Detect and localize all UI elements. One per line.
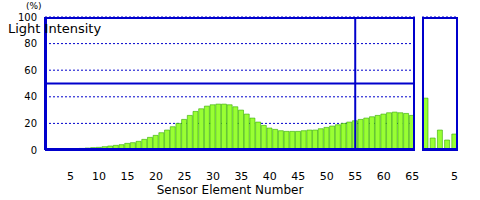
svg-text:10: 10 — [92, 170, 106, 183]
svg-text:40: 40 — [24, 91, 37, 102]
svg-text:5: 5 — [67, 170, 74, 183]
svg-text:30: 30 — [206, 170, 220, 183]
svg-text:40: 40 — [263, 170, 277, 183]
svg-text:50: 50 — [320, 170, 334, 183]
svg-text:20: 20 — [24, 118, 37, 129]
svg-text:45: 45 — [291, 170, 305, 183]
svg-text:Sensor Element Number: Sensor Element Number — [157, 183, 304, 197]
svg-text:35: 35 — [234, 170, 248, 183]
svg-text:15: 15 — [121, 170, 135, 183]
svg-text:20: 20 — [149, 170, 163, 183]
svg-text:100: 100 — [18, 12, 37, 23]
svg-text:60: 60 — [24, 65, 37, 76]
svg-text:55: 55 — [348, 170, 362, 183]
svg-text:65: 65 — [405, 170, 419, 183]
svg-text:5: 5 — [451, 170, 458, 183]
svg-text:80: 80 — [24, 38, 37, 49]
svg-text:25: 25 — [177, 170, 191, 183]
html-text:Light Intensity: Light Intensity — [8, 21, 102, 36]
svg-text:60: 60 — [377, 170, 391, 183]
svg-text:0: 0 — [31, 145, 37, 156]
